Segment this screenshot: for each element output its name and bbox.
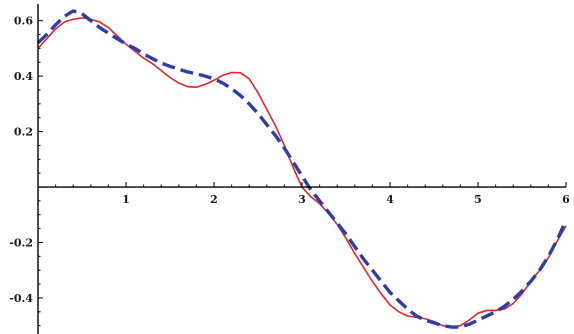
series-layer [36,9,568,329]
x-tick-label: 5 [474,193,482,206]
y-tick-label: 0.6 [14,15,33,28]
solid-series-line [37,17,567,328]
x-tick-label: 1 [122,193,130,206]
x-tick-label: 2 [210,193,218,206]
axes: 1 2 3 4 5 6 0.6 0.4 0.2 -0.2 -0.4 [9,4,570,334]
y-tick-label: -0.2 [9,236,33,249]
y-tick-label: 0.2 [14,126,33,139]
y-tick-label: 0.4 [14,70,33,83]
x-tick-label: 6 [562,193,570,206]
x-tick-label: 3 [298,193,306,206]
y-tick-label: -0.4 [9,292,33,305]
dashed-series-line [36,9,568,329]
x-tick-label: 4 [386,193,394,206]
